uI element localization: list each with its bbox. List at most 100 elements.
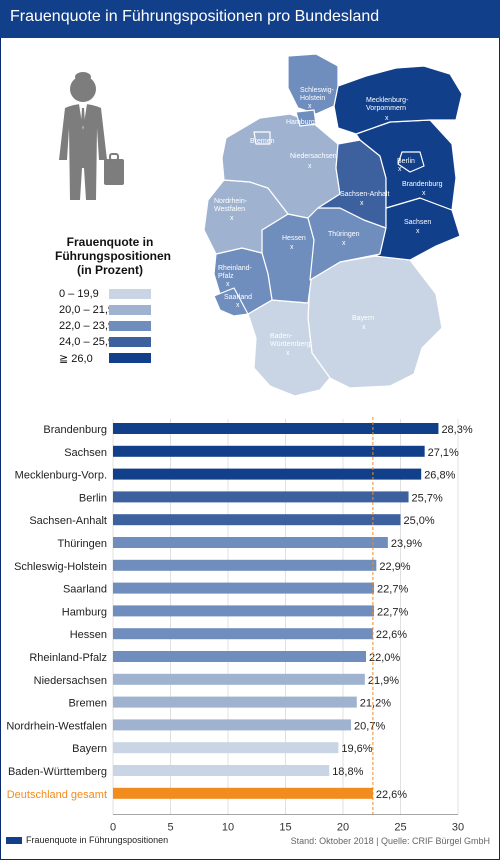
bar (113, 582, 375, 594)
svg-text:Bremen: Bremen (250, 138, 275, 145)
state-hamburg (295, 109, 317, 127)
value-label: 22,6% (376, 789, 407, 801)
bar (113, 765, 330, 776)
series-legend-label: Frauenquote in Führungspositionen (26, 835, 169, 845)
x-tick-label: 0 (110, 822, 116, 834)
title-bar: Frauenquote in Führungspositionen pro Bu… (0, 0, 500, 38)
bar (113, 468, 422, 480)
svg-text:x: x (226, 281, 230, 288)
value-label: 18,8% (332, 766, 363, 778)
legend-swatch (109, 321, 151, 331)
category-label: Niedersachsen (34, 675, 107, 687)
bar (113, 719, 352, 731)
value-label: 23,9% (391, 538, 422, 550)
category-label: Sachsen-Anhalt (29, 515, 107, 527)
svg-text:x: x (422, 190, 426, 197)
value-label: 25,7% (412, 492, 443, 504)
svg-text:x: x (385, 115, 389, 122)
svg-text:Thüringen: Thüringen (328, 231, 360, 238)
x-tick-label: 5 (167, 822, 173, 834)
svg-text:x: x (342, 240, 346, 247)
category-label: Saarland (63, 584, 107, 596)
bar (113, 673, 365, 685)
svg-text:Hamburg: Hamburg (286, 119, 315, 126)
bar (113, 628, 373, 640)
businesswoman-icon (59, 72, 124, 200)
legend-swatch (109, 353, 151, 363)
svg-text:x: x (416, 228, 420, 235)
value-label: 22,7% (377, 606, 408, 618)
category-label: Mecklenburg-Vorp. (15, 470, 107, 482)
value-label: 25,0% (404, 515, 435, 527)
legend-item: 24,0 – 25,9 (55, 335, 165, 351)
category-label: Sachsen (64, 447, 107, 459)
legend-title: Frauenquote in Führungspositionen (in Pr… (55, 235, 171, 277)
bar (113, 605, 375, 617)
svg-text:Westfalen: Westfalen (214, 206, 245, 213)
category-label: Hamburg (62, 606, 107, 618)
svg-text:Hessen: Hessen (282, 235, 306, 242)
x-tick-label: 10 (222, 822, 234, 834)
legend-swatch (109, 337, 151, 347)
category-label: Baden-Württemberg (8, 766, 107, 778)
legend-item: 0 – 19,9 (55, 287, 165, 303)
svg-text:Saarland: Saarland (224, 294, 252, 301)
value-label: 20,7% (354, 720, 385, 732)
category-label: Bremen (68, 698, 107, 710)
svg-text:Pfalz: Pfalz (218, 273, 234, 280)
state-bayern (307, 255, 443, 389)
state-berlin (397, 151, 425, 173)
legend-item: 20,0 – 21,9 (55, 303, 165, 319)
svg-text:x: x (236, 302, 240, 309)
value-label: 28,3% (441, 424, 472, 436)
svg-text:x: x (362, 324, 366, 331)
legend-item: 22,0 – 23,9 (55, 319, 165, 335)
bar (113, 651, 366, 662)
value-label: 21,9% (368, 675, 399, 687)
svg-text:Bayern: Bayern (352, 315, 374, 322)
bar (113, 742, 339, 754)
svg-text:x: x (286, 350, 290, 357)
category-label: Brandenburg (43, 424, 107, 436)
x-tick-label: 30 (452, 822, 464, 834)
legend-item: ≧ 26,0 (55, 351, 165, 367)
bar (113, 491, 409, 503)
category-label: Hessen (70, 629, 107, 641)
category-label: Thüringen (57, 538, 107, 550)
svg-text:Baden-: Baden- (270, 333, 293, 340)
category-label: Bayern (72, 743, 107, 755)
svg-text:x: x (230, 215, 234, 222)
svg-text:x: x (308, 103, 312, 110)
svg-text:Württemberg: Württemberg (270, 341, 311, 348)
value-label: 19,6% (341, 743, 372, 755)
bar (113, 787, 373, 799)
svg-text:x: x (360, 200, 364, 207)
source-note: Stand: Oktober 2018 | Quelle: CRIF Bürge… (290, 836, 490, 846)
svg-text:Brandenburg: Brandenburg (402, 181, 443, 188)
svg-text:Niedersachsen: Niedersachsen (290, 153, 337, 160)
germany-map: Schleswig- Holstein x Hamburg Bremen Mec… (203, 53, 463, 397)
svg-text:Sachsen-Anhalt: Sachsen-Anhalt (340, 191, 389, 198)
category-label: Rheinland-Pfalz (29, 652, 107, 664)
svg-text:Rheinland-: Rheinland- (218, 265, 253, 272)
svg-text:Sachsen: Sachsen (404, 219, 431, 226)
series-swatch (6, 837, 22, 845)
value-label: 22,0% (369, 652, 400, 664)
category-label: Deutschland gesamt (7, 789, 107, 801)
bar-chart: 0 5 10 15 20 25 30 Brandenburg 28,3% Sachsen 27,1%… (6, 417, 473, 834)
category-label: Nordrhein-Westfalen (6, 720, 107, 732)
map-legend: Frauenquote in Führungspositionen (in Pr… (55, 235, 171, 367)
bar (113, 423, 439, 434)
x-tick-label: 25 (394, 822, 406, 834)
value-label: 27,1% (428, 447, 459, 459)
state-bremen (253, 131, 271, 145)
legend-swatch (109, 305, 151, 315)
svg-text:x: x (398, 166, 402, 173)
bar (113, 559, 377, 571)
value-label: 22,6% (376, 629, 407, 641)
state-saarland (213, 287, 249, 317)
category-label: Berlin (79, 492, 107, 504)
bar (113, 445, 425, 457)
svg-text:Holstein: Holstein (300, 95, 325, 102)
chart-title: Frauenquote in Führungspositionen pro Bu… (10, 8, 380, 25)
